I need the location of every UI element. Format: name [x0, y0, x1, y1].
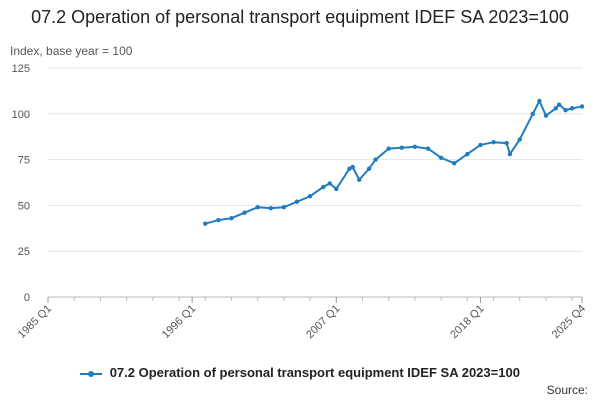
data-point[interactable] [281, 205, 287, 210]
data-point[interactable] [307, 194, 313, 199]
data-point[interactable] [268, 205, 273, 211]
data-point[interactable] [517, 137, 522, 142]
data-point[interactable] [229, 216, 234, 221]
data-point[interactable] [438, 155, 444, 160]
data-point[interactable] [465, 151, 470, 157]
data-point[interactable] [543, 113, 549, 118]
legend-line-icon [80, 369, 103, 379]
data-point[interactable] [334, 186, 339, 192]
data-point[interactable] [216, 217, 221, 223]
data-point[interactable] [386, 146, 391, 151]
y-tick-label-100: 100 [12, 109, 30, 121]
data-point[interactable] [425, 146, 431, 151]
legend[interactable]: 07.2 Operation of personal transport equ… [0, 365, 600, 380]
x-tick-label-1: 1996 Q1 [160, 303, 198, 341]
data-point[interactable] [563, 107, 568, 113]
x-tick-label-0: 1985 Q1 [16, 303, 54, 341]
data-point[interactable] [327, 181, 332, 186]
data-point[interactable] [507, 151, 513, 157]
x-axis: 1985 Q1 1996 Q1 2007 Q1 2018 Q1 2025 Q4 [16, 296, 588, 341]
data-point[interactable] [350, 164, 355, 170]
data-point[interactable] [537, 98, 542, 104]
data-point[interactable] [242, 210, 247, 215]
data-point[interactable] [320, 184, 326, 190]
x-tick-label-4: 2025 Q4 [550, 303, 588, 341]
data-point[interactable] [347, 166, 352, 171]
data-point[interactable] [452, 161, 457, 166]
data-point[interactable] [294, 199, 300, 204]
y-tick-label-25: 25 [18, 246, 30, 258]
y-tick-label-0: 0 [24, 292, 30, 304]
data-point[interactable] [399, 145, 405, 150]
series-layer [203, 98, 585, 226]
data-point[interactable] [556, 102, 562, 107]
y-tick-label-50: 50 [18, 200, 30, 212]
x-tick-label-3: 2018 Q1 [448, 303, 486, 341]
data-point[interactable] [366, 166, 372, 171]
data-point[interactable] [504, 140, 509, 146]
y-axis-ticks: 0 25 50 75 100 125 [12, 63, 30, 304]
data-point[interactable] [412, 144, 418, 149]
y-tick-label-75: 75 [18, 155, 30, 167]
data-point[interactable] [478, 142, 483, 148]
x-tick-label-2: 2007 Q1 [304, 303, 342, 341]
data-point[interactable] [569, 106, 575, 111]
data-point[interactable] [530, 111, 536, 117]
data-point[interactable] [579, 104, 585, 109]
data-point[interactable] [255, 205, 260, 210]
chart-title: 07.2 Operation of personal transport equ… [31, 7, 569, 27]
y-tick-label-125: 125 [12, 63, 30, 75]
data-point[interactable] [491, 140, 496, 145]
legend-label: 07.2 Operation of personal transport equ… [109, 365, 520, 380]
data-point[interactable] [553, 106, 558, 111]
grid-lines [48, 67, 582, 298]
source-label: Source: [546, 383, 588, 397]
y-axis-label: Index, base year = 100 [10, 44, 133, 58]
data-point[interactable] [357, 177, 362, 182]
data-point[interactable] [203, 221, 208, 226]
data-point[interactable] [373, 157, 378, 162]
